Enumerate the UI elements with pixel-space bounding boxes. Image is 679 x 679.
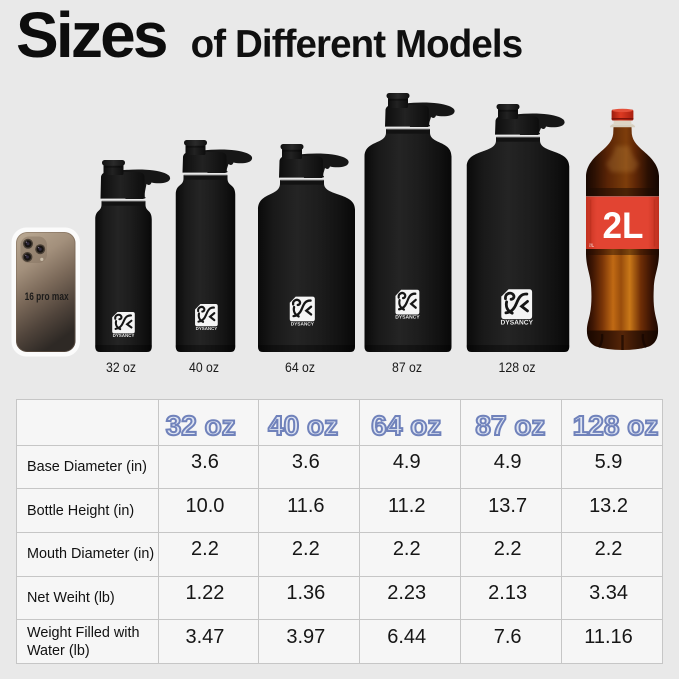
svg-text:40 oz: 40 oz	[189, 360, 219, 375]
svg-text:128 oz: 128 oz	[499, 360, 536, 375]
svg-text:32 oz: 32 oz	[106, 360, 136, 375]
svg-text:87 oz: 87 oz	[392, 360, 422, 375]
svg-text:16 pro max: 16 pro max	[25, 291, 70, 303]
svg-text:64 oz: 64 oz	[285, 360, 315, 375]
svg-text:2L: 2L	[603, 205, 644, 246]
svg-text:2L: 2L	[589, 243, 594, 248]
